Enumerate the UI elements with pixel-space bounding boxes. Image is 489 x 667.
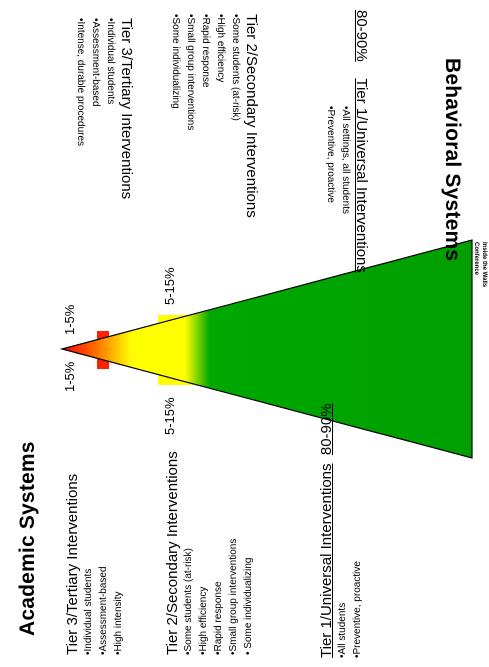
list-item: •Assessment-based bbox=[98, 566, 109, 655]
tier3-percent-left: 1-5% bbox=[62, 361, 77, 392]
academic-tier1-percent: 80-90% bbox=[318, 403, 335, 456]
behavioral-tier1-percent: 80-90% bbox=[353, 10, 370, 62]
list-item: •Intense, durable procedures bbox=[75, 18, 86, 147]
list-item: •Individual students bbox=[83, 568, 94, 655]
behavioral-tier2-block: Tier 2/Secondary Interventions •Some stu… bbox=[168, 14, 260, 218]
list-item: •High efficiency bbox=[198, 586, 209, 655]
list-item: •All students bbox=[337, 602, 348, 658]
behavioral-title: Behavioral Systems bbox=[441, 58, 464, 262]
academic-tier1-heading: Tier 1/Universal Interventions bbox=[318, 463, 335, 658]
citation-text: Inside the Walls Conference bbox=[473, 242, 487, 288]
tier3-percent-right: 1-5% bbox=[62, 304, 77, 335]
tier2-percent-right: 5-15% bbox=[162, 267, 177, 305]
academic-tier1-block: Tier 1/Universal Interventions 80-90% •A… bbox=[318, 403, 365, 658]
behavioral-tier1-block: 80-90% Tier 1/Universal Interventions •A… bbox=[323, 10, 370, 273]
list-item: •Some students (at-risk) bbox=[183, 548, 194, 655]
list-item: •Individual students bbox=[105, 18, 116, 105]
list-item: • Some individualizing bbox=[243, 557, 254, 655]
list-item: •Small group interventions bbox=[228, 538, 239, 655]
academic-tier3-block: Tier 3/Tertiary Interventions •Individua… bbox=[64, 474, 126, 655]
behavioral-tier2-heading: Tier 2/Secondary Interventions bbox=[243, 14, 260, 218]
list-item: •High intensity bbox=[113, 591, 124, 655]
list-item: •Small group interventions bbox=[185, 14, 196, 131]
list-item: •Some individualizing bbox=[170, 14, 181, 109]
behavioral-tier3-heading: Tier 3/Tertiary Interventions bbox=[118, 18, 135, 200]
list-item: •Preventive, proactive bbox=[325, 106, 336, 203]
list-item: •Rapid response bbox=[200, 14, 211, 88]
list-item: •Preventive, proactive bbox=[352, 561, 363, 658]
tier2-percent-left: 5-15% bbox=[162, 397, 177, 435]
behavioral-tier3-block: Tier 3/Tertiary Interventions •Individua… bbox=[73, 18, 135, 199]
list-item: •Rapid response bbox=[213, 581, 224, 655]
behavioral-tier1-heading: Tier 1/Universal Interventions bbox=[353, 78, 370, 273]
academic-tier3-heading: Tier 3/Tertiary Interventions bbox=[64, 473, 81, 655]
list-item: •High efficiency bbox=[215, 14, 226, 83]
academic-title: Academic Systems bbox=[16, 441, 39, 636]
pyramid-triangle bbox=[59, 239, 473, 459]
academic-tier2-block: Tier 2/Secondary Interventions •Some stu… bbox=[164, 451, 256, 655]
academic-tier2-heading: Tier 2/Secondary Interventions bbox=[164, 451, 181, 655]
list-item: •Assessment-based bbox=[90, 18, 101, 107]
list-item: •Some students (at-risk) bbox=[230, 14, 241, 121]
list-item: •All settings, all students bbox=[340, 106, 351, 214]
